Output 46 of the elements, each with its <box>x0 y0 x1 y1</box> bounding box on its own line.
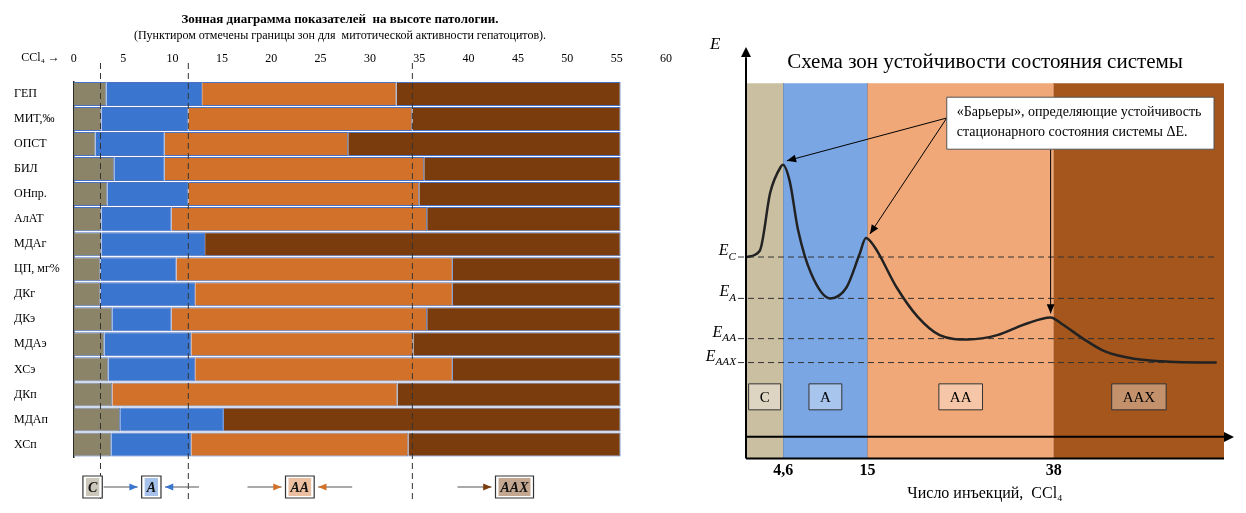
y-tick-label: МДАэ <box>14 336 47 351</box>
band-label: A <box>819 388 831 405</box>
x-tick-label: 5 <box>120 51 127 66</box>
legend-label: A <box>145 479 156 495</box>
y-tick-label: МДАг <box>14 236 47 251</box>
y-tick-label: ГЕП <box>14 86 38 101</box>
x-tick-label: 10 <box>166 51 179 66</box>
y-tick-label: ХСэ <box>14 361 36 376</box>
x-tick-label: 20 <box>265 51 278 66</box>
x-tick-label: 35 <box>413 51 426 66</box>
x-tick-label: 60 <box>660 51 672 66</box>
chart-title: Зонная диаграмма показателей на высоте патологии. <box>181 11 499 27</box>
x-axis-title: Число инъекций, CCl₄ <box>907 483 1064 502</box>
x-tick-label: 4,6 <box>773 461 794 479</box>
x-tick-label: 25 <box>314 51 327 66</box>
x-axis-title: CCl₄ → <box>21 50 60 64</box>
band-label: C <box>759 388 770 405</box>
x-tick-label: 40 <box>462 51 475 66</box>
series-label: C <box>87 479 98 495</box>
y-tick-label: ДКп <box>14 386 38 401</box>
y-tick-label: ОПСТ <box>14 136 48 151</box>
y-tick-label: МИТ,‰ <box>14 111 55 126</box>
y-axis-title: E <box>709 34 721 54</box>
y-tick-label: МДАп <box>14 411 49 426</box>
x-tick-label: 50 <box>561 51 574 66</box>
x-tick-label: 15 <box>859 461 876 479</box>
x-tick-label: 55 <box>610 51 623 66</box>
y-tick-label: ДКг <box>14 286 36 301</box>
x-tick-label: 30 <box>363 51 376 66</box>
chart-subtitle: (Пунктиром отмечены границы зон для митотической активности гепатоцитов). <box>133 27 547 42</box>
y-tick-label: ОНпр. <box>14 186 47 201</box>
y-tick-label: ЦП, мг% <box>14 261 60 276</box>
band-label: AAX <box>1122 388 1156 405</box>
y-tick-label: ХСп <box>14 436 38 451</box>
legend-label: AA <box>289 479 310 495</box>
x-tick-label: 38 <box>1045 461 1062 479</box>
y-tick-label: АлАТ <box>14 211 45 226</box>
legend-label: AAX <box>499 479 530 495</box>
text: «Барьеры», определяющие устойчивость стационарного состояния системы ΔE. <box>956 103 1202 139</box>
y-tick-label: ДКэ <box>14 311 36 326</box>
x-tick-label: 15 <box>215 51 228 66</box>
chart-title: Схема зон устойчивости состояния системы <box>787 49 1183 74</box>
x-tick-label: 45 <box>511 51 524 66</box>
x-tick-label: 0 <box>70 51 77 66</box>
y-tick-label: БИЛ <box>14 161 38 176</box>
band-label: AA <box>949 388 972 405</box>
